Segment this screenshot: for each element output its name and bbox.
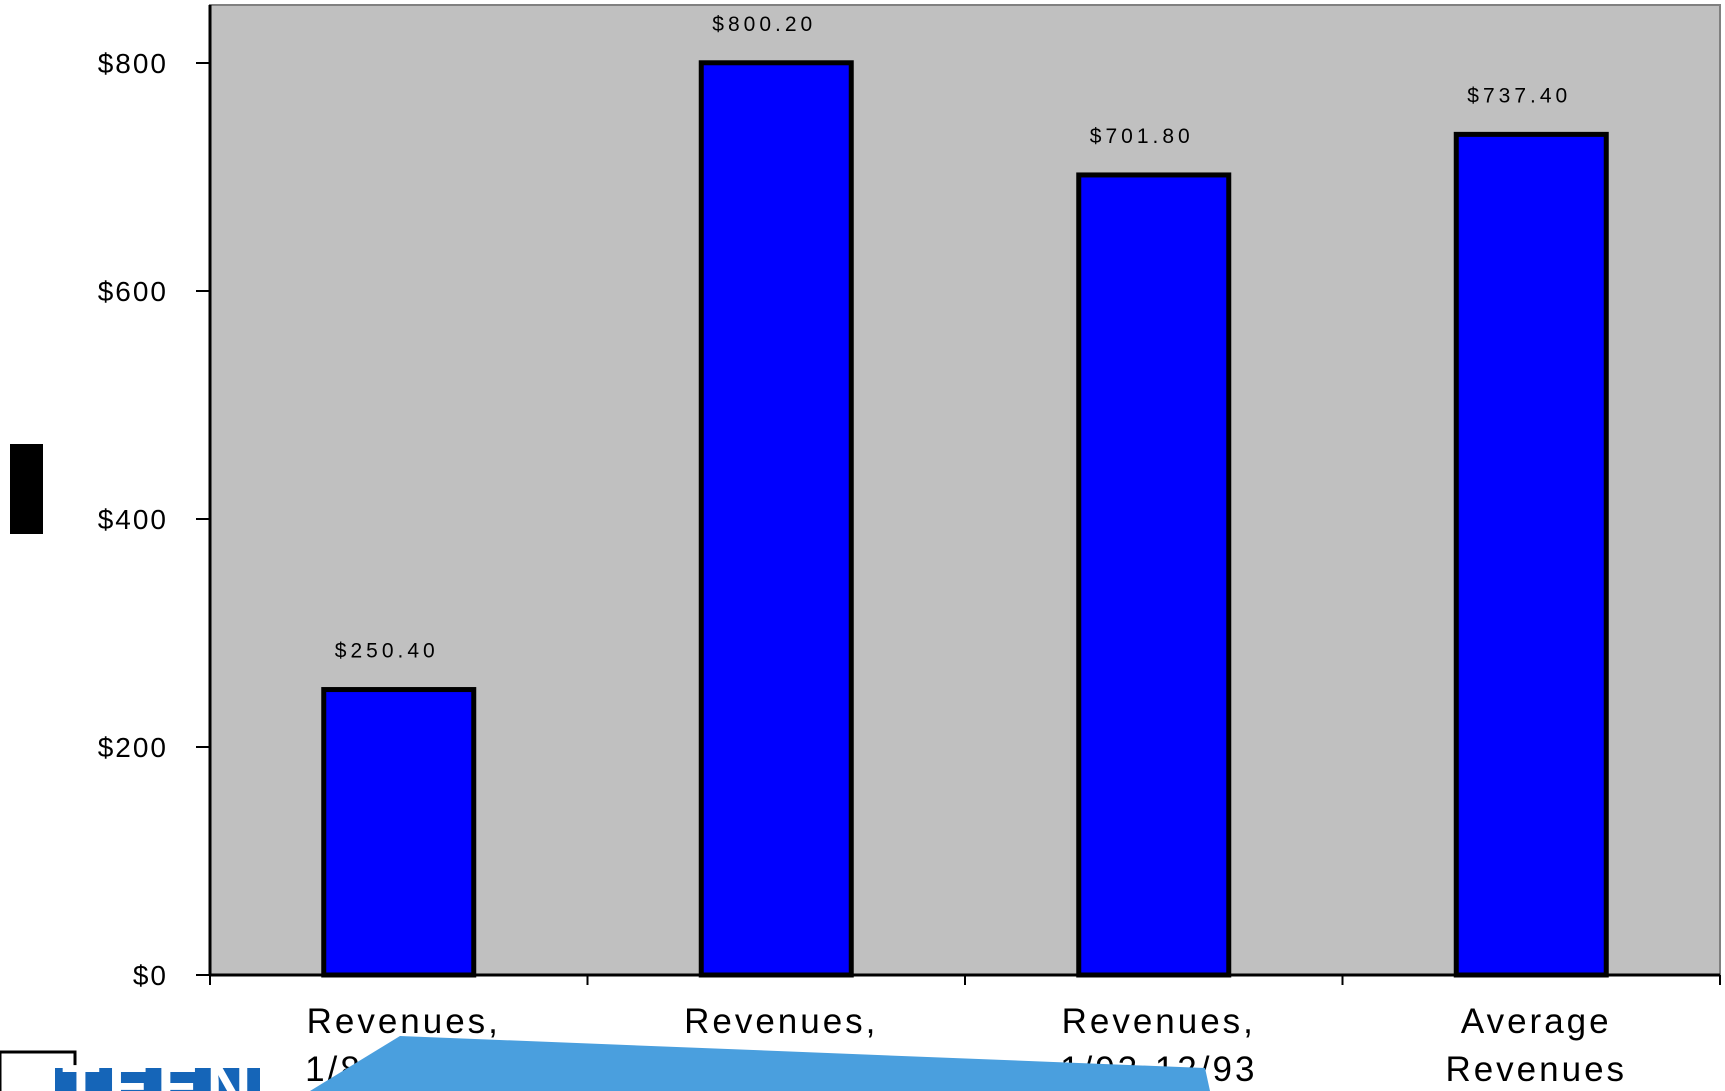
data-labels-layer: $250.40 $800.20 $701.80 $737.40 bbox=[335, 13, 1571, 663]
data-label: $701.80 bbox=[1090, 125, 1194, 148]
y-tick-label: $800 bbox=[98, 48, 168, 79]
y-tick-label: $600 bbox=[98, 276, 168, 307]
x-tick-label: Revenues bbox=[1445, 1050, 1627, 1089]
bar bbox=[1453, 131, 1609, 978]
logo-background bbox=[55, 1068, 260, 1091]
x-tick-label: Revenues, bbox=[1062, 1002, 1256, 1041]
overlay-arrow-shape bbox=[310, 1036, 1210, 1091]
data-label: $800.20 bbox=[712, 13, 816, 36]
teen-logo: TEEN bbox=[0, 1050, 260, 1091]
bar bbox=[1076, 172, 1232, 978]
bar bbox=[698, 60, 854, 978]
x-tick-label: Revenues, bbox=[684, 1002, 878, 1041]
logo-main-text: TEEN bbox=[62, 1053, 259, 1091]
y-tick-label: $200 bbox=[98, 732, 168, 763]
left-edge-marker bbox=[10, 444, 43, 534]
bars-layer bbox=[321, 60, 1609, 978]
y-tick-label: $0 bbox=[133, 960, 168, 991]
y-tick-label: $400 bbox=[98, 504, 168, 535]
x-tick-label: Average bbox=[1461, 1002, 1612, 1041]
bar bbox=[321, 687, 477, 978]
data-label: $737.40 bbox=[1467, 84, 1571, 107]
x-tick-label: Revenues, bbox=[307, 1002, 501, 1041]
data-label: $250.40 bbox=[335, 640, 439, 663]
